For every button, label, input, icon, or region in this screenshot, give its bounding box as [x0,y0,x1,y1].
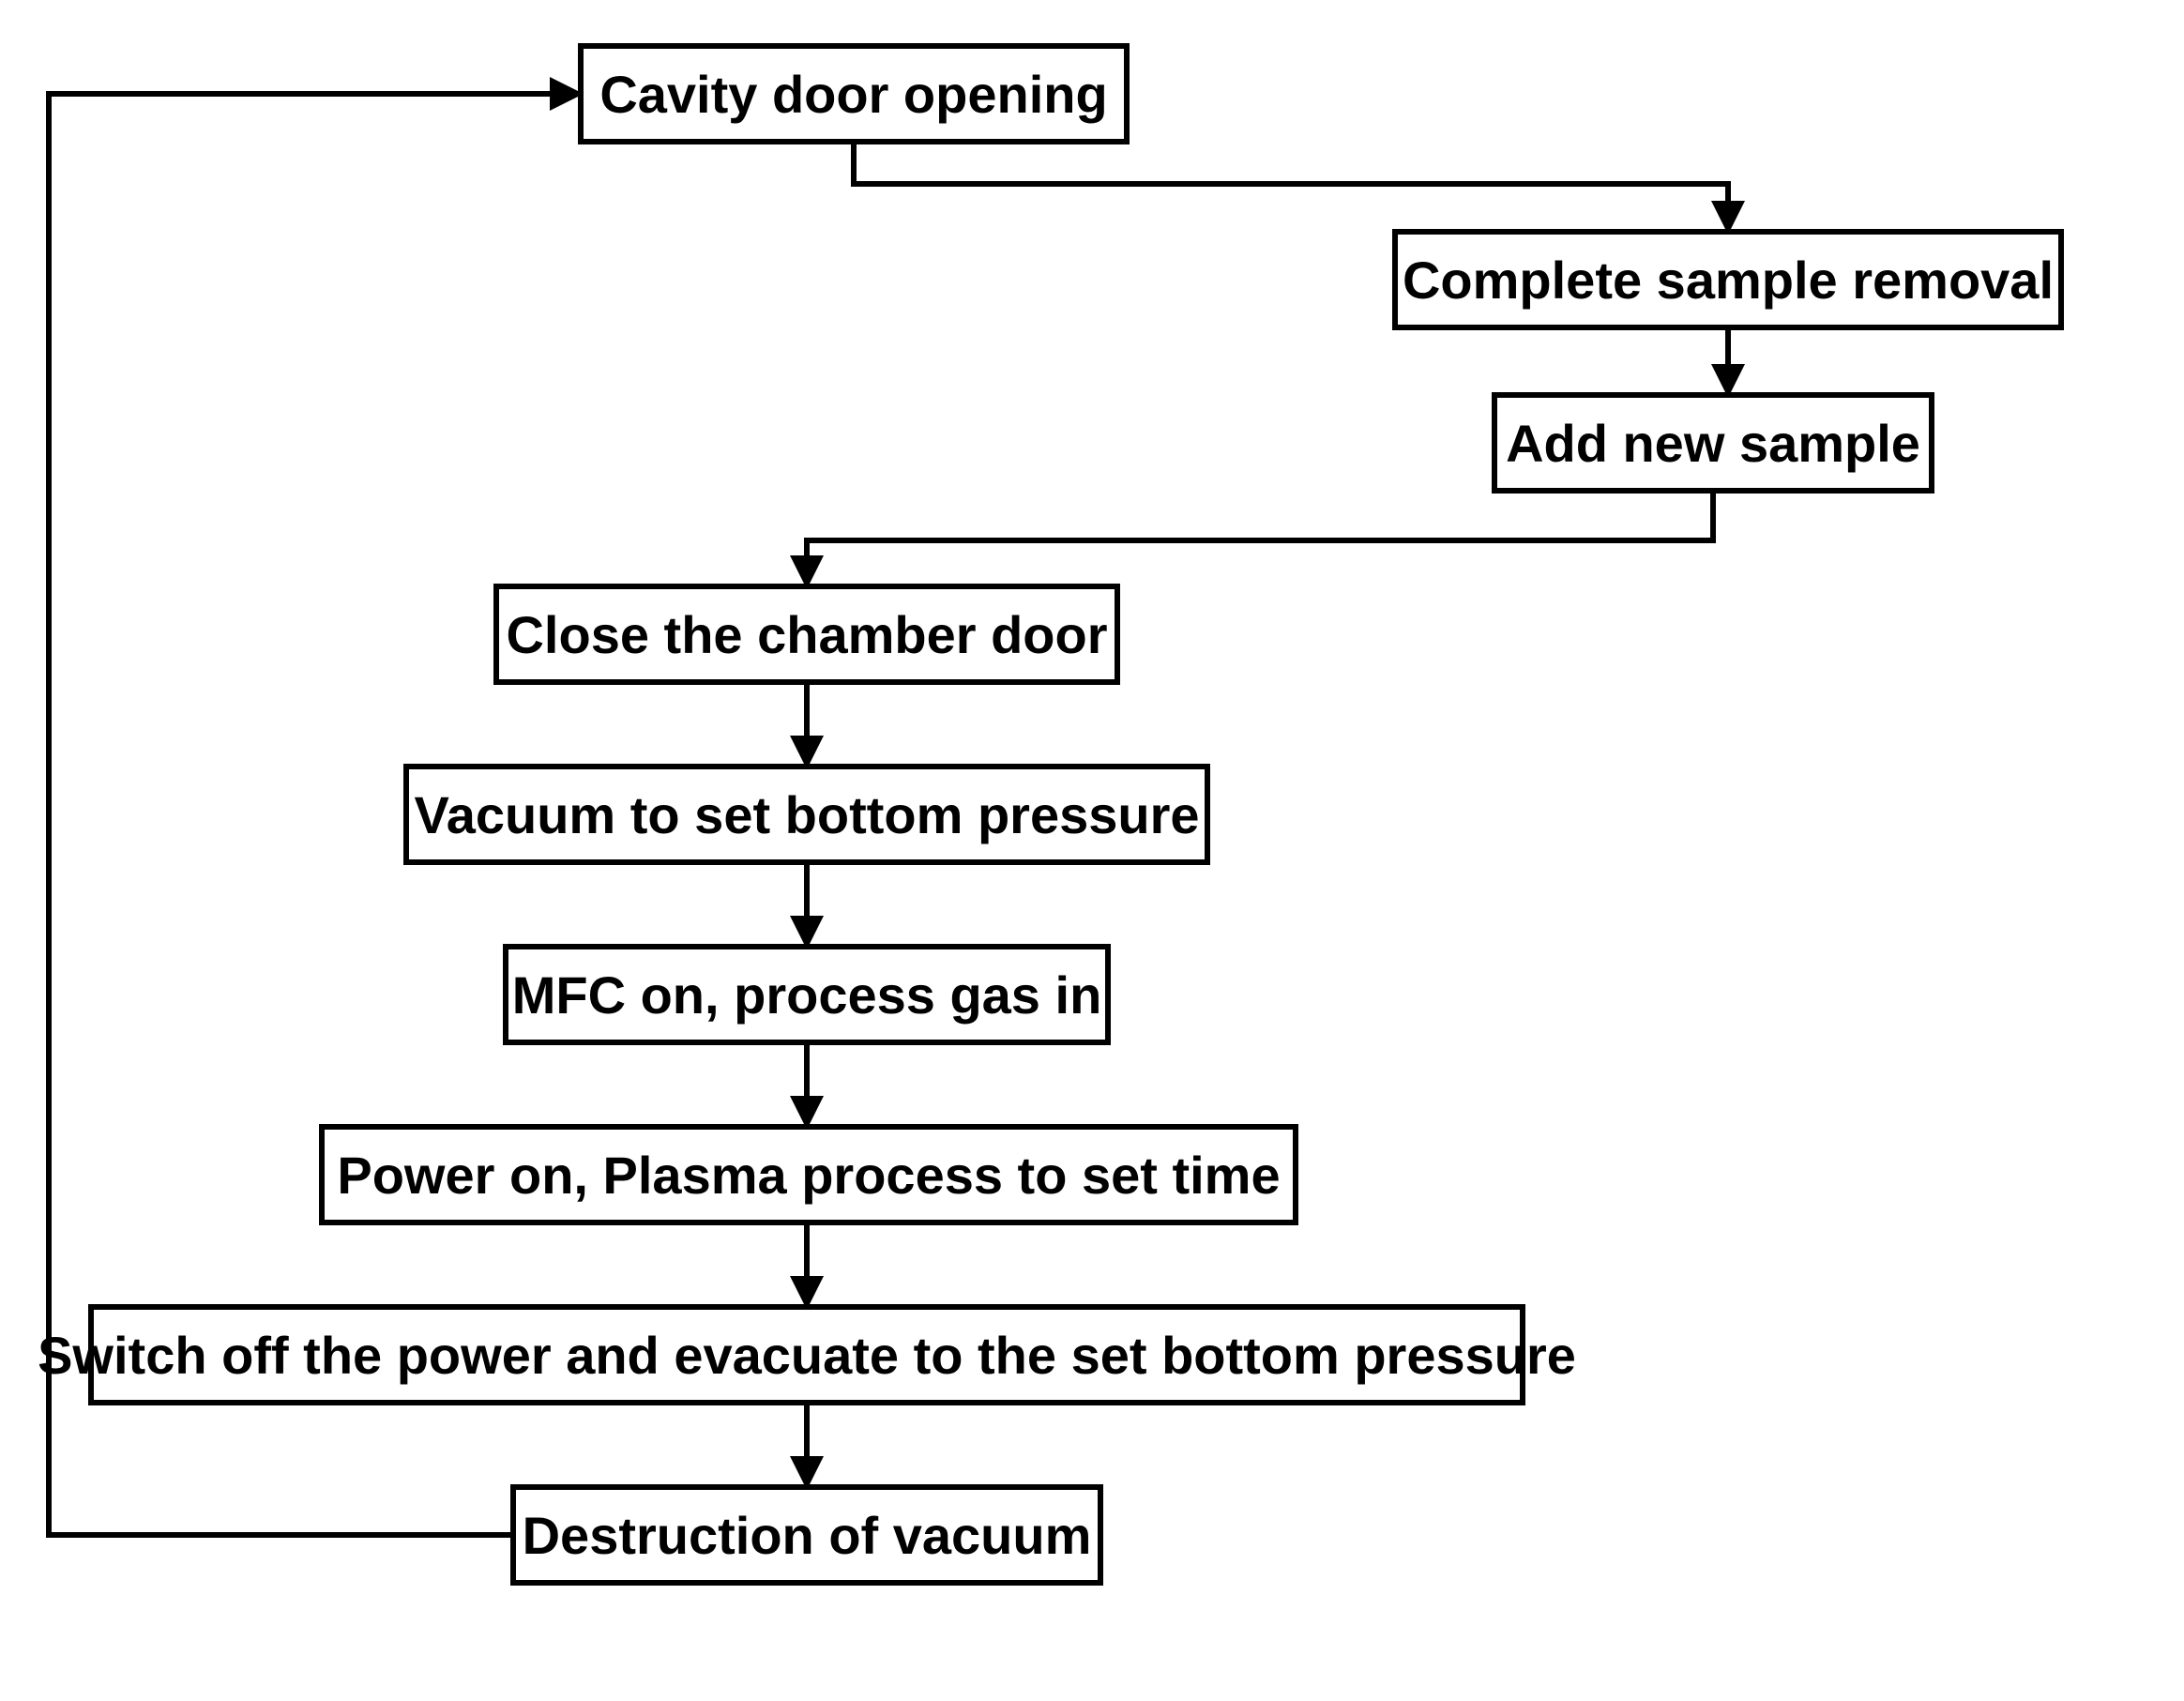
flowchart-node-n8: Switch off the power and evacuate to the… [88,1304,1525,1405]
flowchart-node-n3: Add new sample [1492,392,1934,494]
flowchart-edge-n3-n4 [807,494,1713,584]
flowchart-node-n1: Cavity door opening [578,43,1130,144]
flowchart-canvas: Cavity door opening Complete sample remov… [0,0,2184,1701]
flowchart-edge-n1-n2 [854,144,1728,229]
flowchart-node-n2: Complete sample removal [1392,229,2064,330]
flowchart-node-n4: Close the chamber door [493,584,1120,685]
flowchart-node-n6: MFC on, process gas in [503,944,1111,1045]
flowchart-node-n5: Vacuum to set bottom pressure [403,764,1210,865]
flowchart-node-n7: Power on, Plasma process to set time [319,1124,1298,1225]
flowchart-node-n9: Destruction of vacuum [510,1484,1103,1586]
